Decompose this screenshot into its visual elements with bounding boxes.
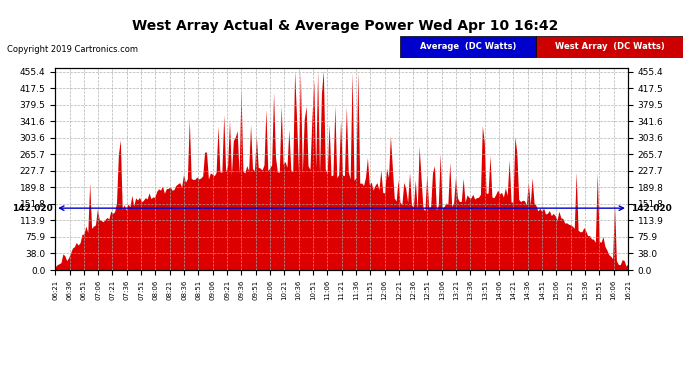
Text: 142.020: 142.020 bbox=[631, 204, 671, 213]
FancyBboxPatch shape bbox=[400, 36, 536, 58]
Text: 142.020: 142.020 bbox=[12, 204, 52, 213]
Text: West Array Actual & Average Power Wed Apr 10 16:42: West Array Actual & Average Power Wed Ap… bbox=[132, 19, 558, 33]
Text: West Array  (DC Watts): West Array (DC Watts) bbox=[555, 42, 664, 51]
Text: Copyright 2019 Cartronics.com: Copyright 2019 Cartronics.com bbox=[7, 45, 138, 54]
Text: Average  (DC Watts): Average (DC Watts) bbox=[420, 42, 516, 51]
FancyBboxPatch shape bbox=[536, 36, 683, 58]
